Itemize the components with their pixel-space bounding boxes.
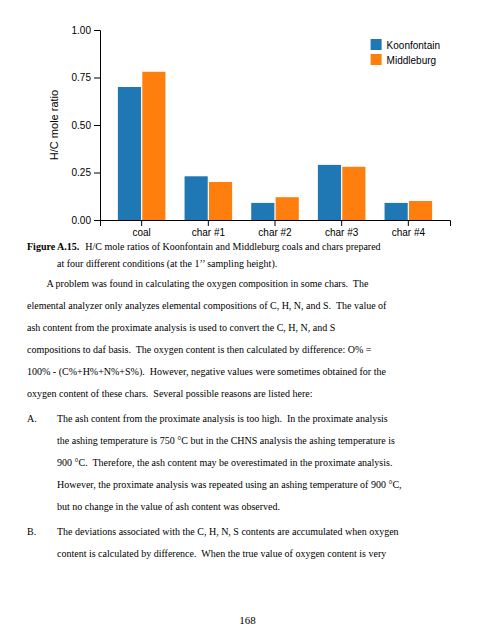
tick-label: 0.25 xyxy=(72,167,92,178)
list-text: 900 °C. Therefore, the ash content may b… xyxy=(57,457,392,468)
axis-line xyxy=(94,31,101,221)
bar-series xyxy=(142,72,432,220)
tick-mark xyxy=(94,30,100,31)
bar xyxy=(276,197,299,220)
chart: coal char #1 char #2 char #3 char #4 0.00 0.25… xyxy=(48,25,451,238)
y-tick: 0.75 xyxy=(72,72,100,83)
tick-mark xyxy=(141,220,142,226)
legend-swatch xyxy=(371,54,382,65)
bar xyxy=(409,201,432,220)
y-axis-title: H/C mole ratio xyxy=(48,90,60,160)
bar xyxy=(318,165,341,220)
bar xyxy=(142,72,165,220)
x-tick: char #3 xyxy=(325,220,359,238)
legend-item: Koonfontain xyxy=(371,39,440,51)
page: coal char #1 char #2 char #3 char #4 0.00 0.25… xyxy=(0,0,495,640)
x-tick: char #4 xyxy=(392,220,426,238)
y-tick: 1.00 xyxy=(72,25,100,36)
caption-label: Figure A.15. xyxy=(27,241,80,252)
x-tick: coal xyxy=(132,220,150,238)
y-tick: 0.00 xyxy=(72,215,100,226)
list-text: However, the proximate analysis was repe… xyxy=(57,479,402,490)
bar xyxy=(385,203,408,220)
x-tick: char #2 xyxy=(258,220,292,238)
legend: Koonfontain Middleburg xyxy=(371,39,440,66)
tick-label: char #1 xyxy=(192,227,226,238)
bar xyxy=(342,167,365,220)
list-label: A. xyxy=(27,413,37,424)
body-text: A problem was found in calculating the o… xyxy=(27,278,369,289)
y-tick: 0.25 xyxy=(72,167,100,178)
tick-label: 1.00 xyxy=(72,25,92,36)
x-axis: coal char #1 char #2 char #3 char #4 xyxy=(101,220,451,238)
y-tick: 0.50 xyxy=(72,120,100,131)
tick-label: char #3 xyxy=(325,227,359,238)
axis-line xyxy=(101,221,451,227)
list-text: content is calculated by difference. Whe… xyxy=(57,548,386,559)
tick-mark xyxy=(275,220,276,226)
tick-mark xyxy=(94,220,100,221)
list-text: The ash content from the proximate analy… xyxy=(57,413,388,424)
tick-mark xyxy=(94,173,100,174)
legend-label: Middleburg xyxy=(387,55,436,66)
tick-mark xyxy=(408,220,409,226)
body-text: oxygen content of these chars. Several p… xyxy=(27,388,312,399)
x-tick: char #1 xyxy=(192,220,226,238)
legend-label: Koonfontain xyxy=(387,40,440,51)
bars xyxy=(118,72,432,220)
bar xyxy=(251,203,274,220)
tick-mark xyxy=(341,220,342,226)
page-number: 168 xyxy=(239,614,256,626)
tick-label: char #2 xyxy=(258,227,292,238)
bar xyxy=(185,176,208,220)
tick-mark xyxy=(208,220,209,226)
y-axis: 0.00 0.25 0.50 0.75 1.00 xyxy=(72,25,101,226)
tick-label: 0.50 xyxy=(72,120,92,131)
list-label: B. xyxy=(27,526,36,537)
body-text: 100% - (C%+H%+N%+S%). However, negative … xyxy=(27,366,386,378)
list-text: but no change in the value of ash conten… xyxy=(57,501,280,512)
bar xyxy=(209,182,232,220)
bar xyxy=(118,87,141,220)
list-text: the ashing temperature is 750 °C but in … xyxy=(57,435,395,446)
tick-label: 0.00 xyxy=(72,215,92,226)
body-text: compositions to daf basis. The oxygen co… xyxy=(27,344,372,355)
body-text: ash content from the proximate analysis … xyxy=(27,322,335,333)
caption: H/C mole ratios of Koonfontain and Middl… xyxy=(85,241,380,252)
tick-mark xyxy=(94,78,100,79)
tick-label: coal xyxy=(132,227,150,238)
tick-label: char #4 xyxy=(392,227,426,238)
tick-mark xyxy=(94,125,100,126)
list-text: The deviations associated with the C, H,… xyxy=(57,526,399,537)
legend-item: Middleburg xyxy=(371,54,436,66)
body-text: elemental analyzer only analyzes element… xyxy=(27,300,387,311)
caption: at four different conditions (at the 1’’… xyxy=(57,258,277,270)
tick-label: 0.75 xyxy=(72,72,92,83)
legend-swatch xyxy=(371,39,382,50)
